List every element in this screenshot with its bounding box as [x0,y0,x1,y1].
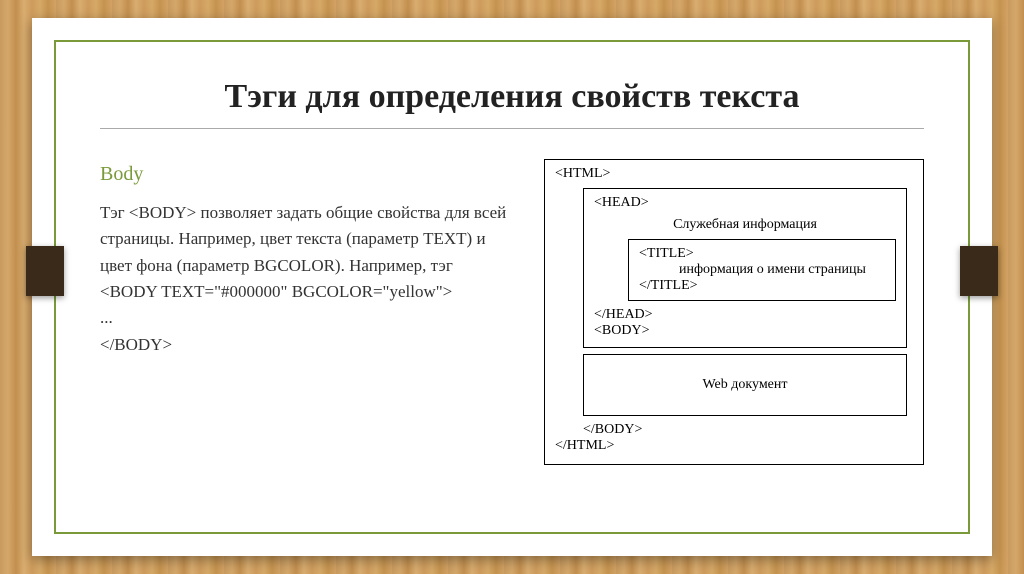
tag-html-open: <HTML> [555,166,913,182]
subheading: Body [100,159,520,190]
binder-stub-left [26,246,64,296]
service-info-label: Служебная информация [594,217,896,233]
tag-html-close: </HTML> [555,438,913,454]
body-section-box: Web документ [583,354,907,416]
tag-title-close: </TITLE> [639,278,885,294]
inner-frame: Тэги для определения свойств текста Body… [54,40,970,534]
tag-head-close: </HEAD> [594,307,896,323]
title-info-label: информация о имени страницы [679,262,885,278]
tag-title-open: <TITLE> [639,246,885,262]
title-section-box: <TITLE> информация о имени страницы </TI… [628,239,896,301]
tag-head-open: <HEAD> [594,195,896,211]
binder-stub-right [960,246,998,296]
body-paragraph: Тэг <BODY> позволяет задать общие свойст… [100,200,520,358]
html-structure-diagram: <HTML> <HEAD> Служебная информация <TITL… [544,159,924,465]
head-section-box: <HEAD> Служебная информация <TITLE> инфо… [583,188,907,348]
slide-title: Тэги для определения свойств текста [100,78,924,116]
web-doc-label: Web документ [594,377,896,393]
title-underline [100,128,924,129]
right-column: <HTML> <HEAD> Служебная информация <TITL… [544,159,924,465]
content-columns: Body Тэг <BODY> позволяет задать общие с… [100,159,924,465]
tag-body-open: <BODY> [594,323,896,339]
slide-card: Тэги для определения свойств текста Body… [32,18,992,556]
left-column: Body Тэг <BODY> позволяет задать общие с… [100,159,520,465]
tag-body-close: </BODY> [583,422,913,438]
